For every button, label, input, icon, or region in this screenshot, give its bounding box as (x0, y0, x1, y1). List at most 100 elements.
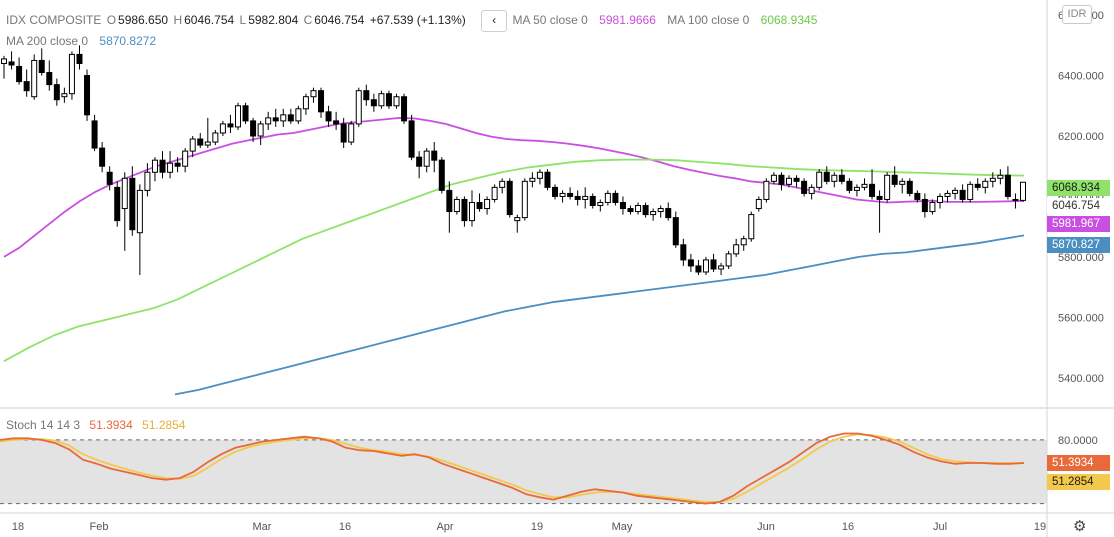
price-tick-label: 5800.000 (1058, 252, 1104, 264)
candle-down (76, 53, 83, 64)
candle-up (468, 201, 475, 222)
candle-up (853, 186, 860, 191)
candle-up (521, 180, 528, 219)
open-value: 5986.650 (118, 13, 169, 28)
candle-up (189, 138, 196, 152)
candle-up (1, 58, 7, 64)
candle-up (355, 90, 362, 125)
gear-icon[interactable]: ⚙ (1073, 518, 1087, 535)
candle-up (967, 183, 974, 200)
time-tick-label: Jul (933, 521, 947, 533)
ma100-label: MA 100 close 0 (667, 13, 750, 28)
candle-up (310, 90, 317, 98)
stoch-band-fill (0, 439, 1047, 504)
ma200-legend: MA 200 close 0 5870.8272 (6, 34, 158, 48)
candle-up (514, 217, 521, 222)
candle-down (891, 174, 898, 185)
candle-up (899, 180, 906, 185)
price-tick-label: 6200.000 (1058, 131, 1104, 143)
stoch-d-badge: 51.2854 (1047, 474, 1110, 490)
candle-down (197, 138, 204, 146)
candle-down (401, 96, 408, 122)
candle-up (740, 238, 747, 246)
candle-up (997, 174, 1004, 179)
time-tick-label: Mar (253, 521, 272, 533)
candle-up (582, 195, 589, 200)
candle-down (627, 208, 634, 213)
candle-up (348, 123, 355, 143)
stoch-tick-label: 80.0000 (1058, 435, 1098, 447)
candle-down (974, 183, 981, 188)
candle-up (808, 186, 815, 194)
candle-up (393, 96, 400, 107)
candle-up (219, 123, 226, 134)
candle-up (559, 192, 566, 197)
candle-up (234, 105, 241, 128)
candle-up (786, 177, 793, 185)
candle-down (680, 244, 687, 261)
candle-down (589, 195, 596, 207)
time-tick-label: 16 (842, 521, 854, 533)
ma100-badge: 6068.934 (1047, 180, 1110, 196)
candle-down (325, 111, 332, 122)
stoch-k-line (0, 432, 1025, 505)
candle-down (869, 183, 876, 197)
candle-down (438, 159, 445, 191)
candle-down (544, 171, 551, 188)
candle-down (959, 189, 966, 200)
time-tick-label: 19 (1034, 521, 1046, 533)
stoch-band (0, 439, 1047, 505)
candle-down (370, 99, 377, 107)
candle-up (982, 180, 989, 188)
candle-down (408, 120, 415, 158)
candle-up (816, 171, 823, 188)
candle-down (446, 189, 453, 213)
candle-down (1004, 174, 1011, 197)
candle-up (657, 208, 664, 213)
candle-down (552, 186, 559, 197)
candle-up (718, 265, 725, 270)
candle-up (725, 253, 732, 267)
chevron-left-icon[interactable]: ‹ (481, 10, 508, 32)
candle-down (506, 180, 513, 216)
candle-down (672, 217, 679, 246)
candle-up (536, 171, 543, 179)
candle-down (333, 120, 340, 125)
candle-down (823, 171, 830, 182)
candle-up (61, 93, 68, 98)
candle-down (567, 192, 574, 197)
candle-down (363, 90, 370, 101)
candle-down (53, 84, 60, 101)
ma50-value: 5981.9666 (599, 13, 656, 28)
candle-up (733, 244, 740, 255)
candle-up (204, 141, 211, 146)
candle-up (280, 114, 287, 122)
time-tick-label: 18 (12, 521, 24, 533)
candle-up (423, 150, 430, 167)
price-tick-label: 5400.000 (1058, 373, 1104, 385)
low-label: L (239, 13, 247, 28)
candle-up (748, 214, 755, 240)
change-value: +67.539 (+1.13%) (369, 13, 466, 28)
candle-up (702, 259, 709, 273)
stoch-legend: Stoch 14 14 3 51.3934 51.2854 (6, 418, 188, 432)
ma100-value: 6068.9345 (760, 13, 818, 28)
candle-down (287, 114, 294, 122)
moving-average-lines (3, 117, 1025, 396)
candle-up (302, 96, 309, 110)
candle-up (952, 189, 959, 194)
candlestick-series (1, 45, 1026, 276)
candle-up (861, 183, 868, 188)
candle-up (265, 117, 272, 125)
candle-down (778, 174, 785, 185)
candle-up (770, 174, 777, 182)
candle-down (476, 201, 483, 210)
close-label: C (303, 13, 313, 28)
candle-up (151, 159, 158, 173)
candle-down (876, 195, 883, 200)
currency-selector[interactable]: IDR (1062, 5, 1092, 24)
candle-down (619, 201, 626, 210)
candle-down (272, 117, 279, 122)
candle-up (31, 59, 38, 98)
